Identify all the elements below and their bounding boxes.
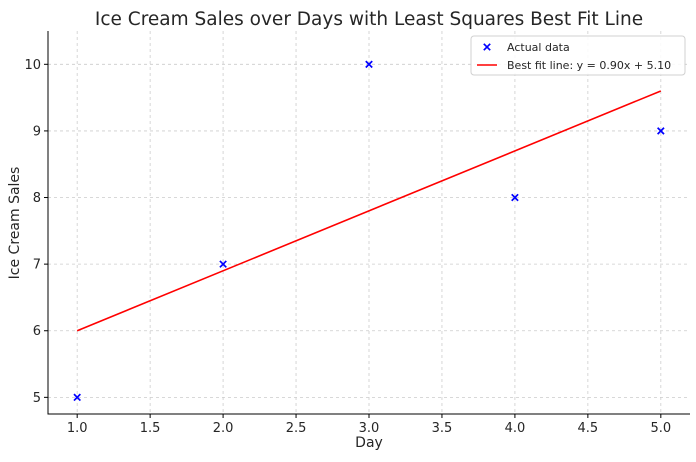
x-tick-label: 2.0 xyxy=(213,421,234,436)
x-tick-label: 3.5 xyxy=(432,421,453,436)
x-tick-label: 3.0 xyxy=(359,421,380,436)
legend-box xyxy=(470,35,686,76)
y-tick-label: 6 xyxy=(33,324,41,339)
best-fit-line xyxy=(76,90,662,332)
x-tick-label: 5.0 xyxy=(650,421,671,436)
legend-marker-swatch xyxy=(483,43,491,51)
y-tick-label: 7 xyxy=(33,258,41,273)
legend-label: Best fit line: y = 0.90x + 5.10 xyxy=(507,59,671,72)
x-tick-label: 4.0 xyxy=(505,421,526,436)
x-tick-label: 1.5 xyxy=(140,421,161,436)
legend-item: Best fit line: y = 0.90x + 5.10 xyxy=(477,59,671,72)
data-point-marker xyxy=(73,393,81,402)
data-layer xyxy=(73,60,665,402)
chart-title: Ice Cream Sales over Days with Least Squ… xyxy=(95,9,643,30)
data-point-marker xyxy=(365,60,373,69)
x-tick-label: 4.5 xyxy=(578,421,599,436)
y-axis-label: Ice Cream Sales xyxy=(7,167,23,280)
x-tick-label: 1.0 xyxy=(67,421,88,436)
y-tick-label: 8 xyxy=(33,191,41,206)
legend-label: Actual data xyxy=(507,41,570,54)
x-tick-label: 2.5 xyxy=(286,421,307,436)
axes-layer: 1.0 1.5 2.0 2.5 3.0 3.5 4.0 4.5 5.0 5 6 7 8 9 10 xyxy=(24,31,690,436)
y-tick-label: 10 xyxy=(24,58,41,73)
y-tick-label: 5 xyxy=(33,391,41,406)
data-point-marker xyxy=(219,260,227,268)
data-point-marker xyxy=(657,127,665,135)
x-axis-label: Day xyxy=(355,435,383,451)
legend: Actual data Best fit line: y = 0.90x + 5.… xyxy=(470,35,686,76)
grid-layer xyxy=(48,31,690,414)
y-tick-label: 9 xyxy=(33,124,41,139)
axis-spines xyxy=(47,31,690,415)
legend-item: Actual data xyxy=(483,41,570,54)
data-point-marker xyxy=(511,193,519,202)
